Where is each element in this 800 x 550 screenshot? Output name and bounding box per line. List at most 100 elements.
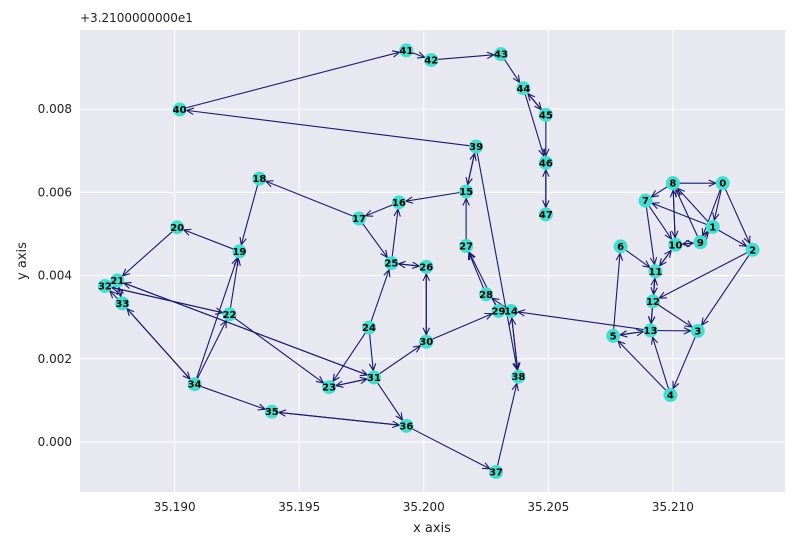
- node-41: [399, 43, 414, 58]
- edge-2-12: [652, 249, 753, 302]
- edge-4-5: [612, 335, 671, 396]
- node-label-46: 46: [539, 158, 553, 169]
- node-8: [665, 176, 680, 191]
- edge-12-3: [652, 300, 699, 332]
- node-label-10: 10: [668, 240, 682, 251]
- y-axis-label: y axis: [15, 242, 30, 280]
- arrowhead-24-25: [383, 268, 391, 278]
- arrowhead-19-20: [182, 228, 192, 236]
- arrowhead-36-37: [482, 462, 491, 470]
- node-17: [352, 211, 367, 226]
- node-19: [232, 244, 247, 259]
- arrowhead-6-11: [642, 260, 651, 269]
- node-label-21: 21: [110, 276, 124, 287]
- node-40: [172, 102, 187, 117]
- node-label-15: 15: [459, 187, 473, 198]
- edge-30-29: [426, 310, 499, 343]
- node-label-38: 38: [511, 372, 525, 383]
- node-1: [705, 219, 720, 234]
- node-20: [170, 220, 185, 235]
- y-tick-label: 0.004: [38, 269, 72, 283]
- node-15: [459, 184, 474, 199]
- arrowhead-39-40: [185, 107, 195, 115]
- edge-0-2: [722, 182, 754, 250]
- edge-40-41: [179, 49, 407, 111]
- arrowhead-34-22: [220, 319, 227, 329]
- y-tick-label: 0.002: [38, 352, 72, 366]
- node-21: [110, 273, 125, 288]
- node-44: [516, 81, 531, 96]
- node-label-23: 23: [322, 383, 336, 394]
- node-label-34: 34: [188, 380, 202, 391]
- node-5: [606, 328, 621, 343]
- edge-39-40: [179, 108, 477, 148]
- y-tick-label: 0.006: [38, 185, 72, 199]
- node-30: [419, 334, 434, 349]
- edge-17-25: [358, 218, 392, 264]
- node-label-24: 24: [362, 323, 376, 334]
- plot-background: [80, 30, 785, 492]
- node-24: [361, 320, 376, 335]
- arrowhead-12-11: [650, 277, 659, 286]
- node-label-29: 29: [492, 306, 506, 317]
- edge-1-7: [645, 200, 713, 228]
- node-22: [222, 307, 237, 322]
- node-13: [643, 323, 658, 338]
- arrowhead-31-30: [412, 344, 422, 353]
- arrowhead-0-1: [712, 212, 720, 222]
- node-label-30: 30: [419, 337, 433, 348]
- edge-31-36: [373, 377, 407, 427]
- node-label-2: 2: [749, 245, 756, 256]
- node-label-41: 41: [399, 46, 413, 57]
- edge-7-10: [645, 200, 676, 246]
- node-label-22: 22: [223, 310, 237, 321]
- edge-24-31: [368, 327, 375, 378]
- node-label-26: 26: [419, 262, 433, 273]
- edge-33-34: [121, 303, 196, 385]
- node-label-14: 14: [504, 306, 518, 317]
- node-34: [187, 377, 202, 392]
- node-label-6: 6: [617, 242, 624, 253]
- node-label-40: 40: [173, 105, 187, 116]
- node-35: [264, 404, 279, 419]
- arrowhead-18-19: [239, 236, 247, 246]
- arrowhead-31-36: [395, 412, 404, 422]
- arrowhead-15-16: [404, 196, 414, 204]
- arrowhead-13-3: [683, 327, 693, 335]
- node-label-1: 1: [709, 222, 716, 233]
- node-label-4: 4: [667, 391, 674, 402]
- node-9: [693, 235, 708, 250]
- x-ticks: 35.190 35.195 35.200 35.205 35.210: [154, 500, 694, 514]
- grid: [80, 30, 785, 492]
- node-label-39: 39: [469, 142, 483, 153]
- edge-15-16: [398, 190, 467, 203]
- node-28: [479, 287, 494, 302]
- edge-22-23: [229, 313, 330, 388]
- arrowhead-33-21: [116, 286, 124, 296]
- arrowhead-17-25: [380, 249, 389, 259]
- node-label-11: 11: [648, 267, 662, 278]
- node-38: [511, 369, 526, 384]
- node-31: [366, 370, 381, 385]
- node-label-0: 0: [719, 179, 726, 190]
- node-43: [494, 47, 509, 62]
- edge-25-16: [390, 202, 400, 264]
- arrowhead-4-5: [617, 339, 626, 349]
- node-label-44: 44: [516, 84, 530, 95]
- node-label-28: 28: [479, 290, 493, 301]
- arrowhead-25-16: [393, 207, 401, 217]
- y-ticks: 0.000 0.002 0.004 0.006 0.008: [38, 102, 72, 449]
- edge-0-9: [699, 182, 724, 243]
- arrowhead-17-18: [264, 180, 274, 188]
- edge-29-27: [465, 245, 500, 312]
- edge-17-18: [259, 178, 360, 220]
- node-label-32: 32: [98, 281, 112, 292]
- edge-32-22: [104, 285, 230, 315]
- node-label-35: 35: [265, 407, 279, 418]
- x-tick-label: 35.210: [652, 500, 694, 514]
- node-27: [459, 239, 474, 254]
- node-45: [538, 107, 553, 122]
- node-12: [645, 294, 660, 309]
- node-label-9: 9: [697, 238, 704, 249]
- edge-44-46: [522, 88, 547, 163]
